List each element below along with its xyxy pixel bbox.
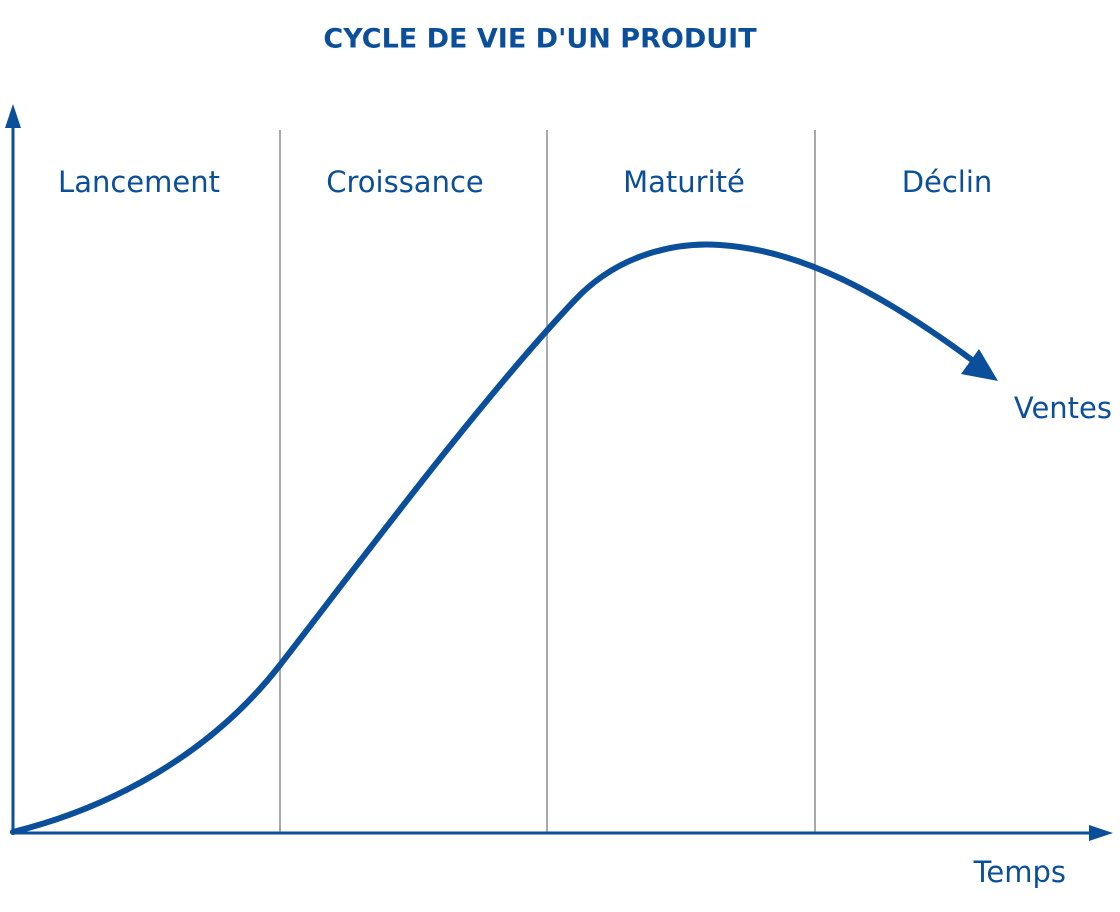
sales-curve (10, 241, 975, 835)
stage-label: Déclin (902, 165, 993, 199)
curve-label: Ventes (1014, 391, 1112, 425)
stage-label: Maturité (623, 165, 745, 199)
stage-label: Croissance (326, 165, 484, 199)
y-axis-arrow (5, 104, 21, 128)
sales-curve-arrow (961, 349, 998, 381)
x-axis-label: Temps (973, 855, 1066, 889)
x-axis-arrow (1089, 825, 1113, 841)
stage-label: Lancement (58, 165, 220, 199)
diagram-title: CYCLE DE VIE D'UN PRODUIT (323, 24, 757, 55)
